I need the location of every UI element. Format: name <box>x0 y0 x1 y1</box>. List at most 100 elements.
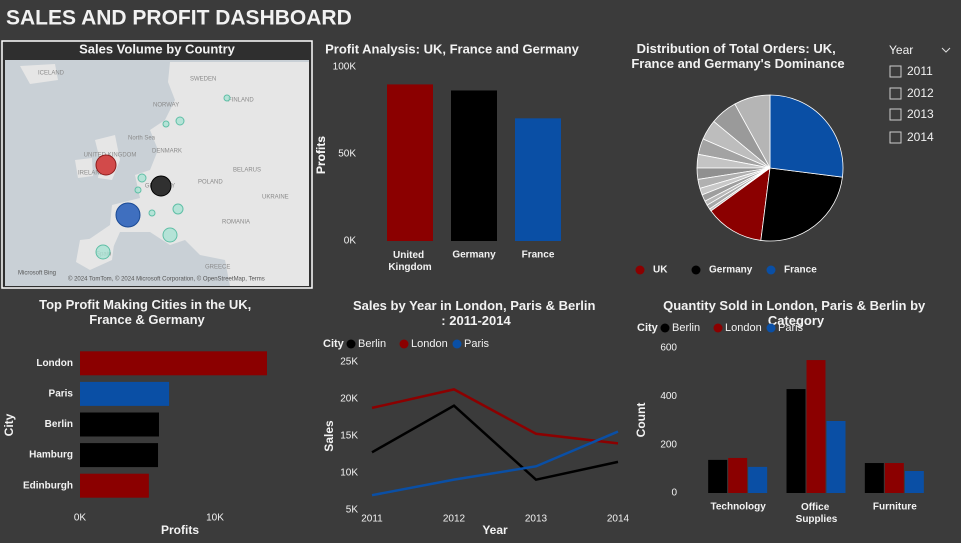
chart-title: Profit Analysis: UK, France and Germany <box>325 41 580 56</box>
x-tick-label: 10K <box>206 513 224 524</box>
y-tick-label: 0K <box>344 236 357 247</box>
checkbox[interactable] <box>889 87 902 100</box>
slicer-title: Year <box>889 43 913 57</box>
y-tick-label: Berlin <box>45 419 73 430</box>
map-attribution: © 2024 TomTom, © 2024 Microsoft Corporat… <box>68 276 265 283</box>
legend-marker <box>766 323 776 333</box>
map-panel: Sales Volume by Country ICELAND SWEDEN F… <box>1 40 313 289</box>
checkbox[interactable] <box>889 131 902 144</box>
legend-marker <box>691 265 701 275</box>
bar <box>515 118 561 241</box>
y-tick-label: Edinburgh <box>23 480 73 491</box>
bar <box>80 381 170 406</box>
bar <box>884 463 904 493</box>
legend-label: France <box>784 265 817 276</box>
axis-label: Year <box>482 523 508 537</box>
map-land <box>75 158 93 178</box>
chart-title: Sales by Year in London, Paris & Berlin … <box>353 298 599 328</box>
pie-slice <box>769 94 844 178</box>
y-tick-label: 20K <box>340 394 358 405</box>
map-label: ROMANIA <box>222 220 250 226</box>
legend-label: London <box>411 338 448 350</box>
map-label: North Sea <box>128 136 156 142</box>
legend-title: City <box>323 338 345 350</box>
legend-marker <box>713 323 723 333</box>
bar <box>708 459 728 493</box>
chart-title: Top Profit Making Cities in the UK, Fran… <box>39 297 255 327</box>
map-small-bubbles <box>95 94 231 260</box>
map-bubble[interactable] <box>137 173 147 183</box>
bar <box>80 443 159 468</box>
y-tick-label: 400 <box>660 391 677 402</box>
map-bubble[interactable] <box>95 244 111 260</box>
map-label: IRELAND <box>78 171 105 177</box>
checkbox[interactable] <box>889 65 902 78</box>
slicer-item[interactable]: 2014 <box>907 130 934 144</box>
bar <box>728 457 748 493</box>
x-tick-label: 2013 <box>525 514 548 525</box>
x-tick-label: Germany <box>452 250 496 261</box>
legend-label: Paris <box>778 322 804 334</box>
legend-marker <box>766 265 776 275</box>
y-tick-label: 50K <box>338 149 356 160</box>
map-bubble[interactable] <box>162 227 178 243</box>
legend-title: City <box>637 322 659 334</box>
y-tick-label: London <box>36 358 73 369</box>
x-tick-label: Technology <box>710 502 766 513</box>
map-label: SWEDEN <box>190 77 216 83</box>
axis-label: Profits <box>314 136 328 174</box>
bar <box>80 412 159 437</box>
bar <box>387 84 433 242</box>
bar <box>451 90 497 242</box>
bar <box>826 420 846 493</box>
slicer-chevron[interactable] <box>941 47 951 53</box>
map-bubble[interactable] <box>162 120 170 128</box>
y-tick-label: 15K <box>340 431 358 442</box>
legend-marker <box>452 339 462 349</box>
y-tick-label: 25K <box>340 357 358 368</box>
map-bubble[interactable] <box>134 186 142 194</box>
map-bubble[interactable] <box>172 203 184 215</box>
map-bubble[interactable] <box>148 209 156 217</box>
legend-marker <box>660 323 670 333</box>
slicer-item[interactable]: 2011 <box>907 64 933 78</box>
map-title: Sales Volume by Country <box>79 41 236 56</box>
legend-marker <box>635 265 645 275</box>
map-land <box>76 236 115 270</box>
x-tick-label: Office Supplies <box>796 502 838 525</box>
legend-marker <box>399 339 409 349</box>
x-tick-label: 2014 <box>607 514 630 525</box>
legend-label: Berlin <box>358 338 386 350</box>
y-tick-label: Hamburg <box>29 450 73 461</box>
bar <box>806 360 826 493</box>
x-tick-label: United Kingdom <box>388 250 431 273</box>
checkbox[interactable] <box>889 108 902 121</box>
x-tick-label: Furniture <box>873 502 917 513</box>
map-bubble[interactable] <box>223 94 231 102</box>
map-label: ICELAND <box>38 71 65 77</box>
y-tick-label: 10K <box>340 468 358 479</box>
line <box>371 404 619 482</box>
bar <box>904 471 924 493</box>
map-bubble[interactable] <box>175 116 185 126</box>
map-label: DENMARK <box>152 149 182 155</box>
map-bubble[interactable] <box>95 154 117 176</box>
slicer-item[interactable]: 2012 <box>907 86 934 100</box>
line <box>371 430 619 497</box>
map-bubble[interactable] <box>115 202 141 228</box>
x-tick-label: 2011 <box>361 514 383 525</box>
slicer-item[interactable]: 2013 <box>907 107 934 121</box>
y-tick-label: 100K <box>333 62 357 73</box>
chart-title: Quantity Sold in London, Paris & Berlin … <box>663 298 929 328</box>
pie-slice <box>760 167 843 242</box>
map-bubble[interactable] <box>150 175 172 197</box>
legend-label: Berlin <box>672 322 700 334</box>
map-label: POLAND <box>198 180 223 186</box>
map-label: FINLAND <box>228 98 254 104</box>
legend-label: Germany <box>709 265 753 276</box>
pie-slice <box>709 167 771 212</box>
bar <box>864 463 884 493</box>
y-tick-label: Paris <box>49 389 74 400</box>
legend-label: Paris <box>464 338 490 350</box>
